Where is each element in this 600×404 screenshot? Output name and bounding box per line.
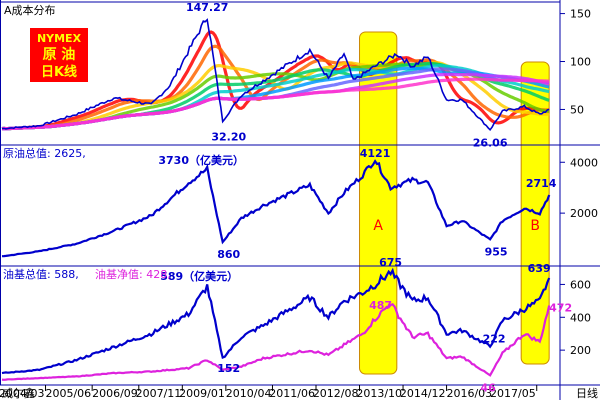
data-label: 860 xyxy=(217,248,240,261)
data-label: 675 xyxy=(379,256,402,269)
fund-net-value-series xyxy=(1,303,551,381)
data-label: 2714 xyxy=(526,177,557,190)
x-tick-label: 2006/09 xyxy=(92,387,138,400)
x-tick-label: 2007/11 xyxy=(136,387,182,400)
panel3-label-total: 油基总值: 588, xyxy=(3,267,79,281)
data-label: 639 xyxy=(528,262,551,275)
y-tick-label: 100 xyxy=(570,56,591,69)
y-axis-ticks: 50 100 150 2000 4000 200 400 600 xyxy=(560,8,598,357)
x-tick-label: 2012/08 xyxy=(313,387,359,400)
cost-band-10 xyxy=(1,77,550,131)
data-label: 589（亿美元） xyxy=(160,269,238,283)
x-tick-label: 2004/03 xyxy=(0,387,45,400)
data-label: 152 xyxy=(217,362,240,375)
data-label: 147.27 xyxy=(186,1,228,14)
x-tick-label: 2011/06 xyxy=(269,387,315,400)
x-tick-label: 2016/03 xyxy=(446,387,492,400)
price-series-line xyxy=(1,18,550,132)
nymex-logo: NYMEX 原 油 日K线 xyxy=(30,28,88,82)
data-label: 955 xyxy=(485,246,508,259)
data-label: 46 xyxy=(480,381,496,394)
x-tick-label: 2014/12 xyxy=(400,387,446,400)
y-tick-label: 150 xyxy=(570,8,591,21)
logo-line-crude: 原 油 xyxy=(43,46,76,63)
data-label: 3730（亿美元） xyxy=(158,153,244,167)
logo-line-nymex: NYMEX xyxy=(37,32,82,45)
logo-line-daily: 日K线 xyxy=(41,64,77,80)
x-tick-label: 2009/01 xyxy=(179,387,225,400)
y-tick-label: 50 xyxy=(570,103,584,116)
crude-total-value-series xyxy=(1,159,551,258)
crude-total-value-line xyxy=(1,159,551,258)
y-tick-label: 2000 xyxy=(570,207,598,220)
data-label: 26.06 xyxy=(473,136,508,149)
footer-period: 日线 xyxy=(576,386,598,400)
y-tick-label: 4000 xyxy=(570,156,598,169)
y-tick-label: 200 xyxy=(570,344,591,357)
x-tick-label: 2010/04 xyxy=(226,387,272,400)
nymex-logo-background xyxy=(30,28,88,82)
annotation-layer: 147.27 32.20 26.06 3730（亿美元） 860 4121 955 2714 5… xyxy=(158,1,572,394)
data-label: 4121 xyxy=(360,147,391,160)
price-line xyxy=(1,18,550,132)
panel3-label-net: 油基净值: 428, xyxy=(95,267,171,281)
fund-total-value-series xyxy=(1,267,551,375)
data-label: 32.20 xyxy=(211,131,246,144)
footer-source: 威尔鑫 xyxy=(2,386,35,400)
data-label: 472 xyxy=(549,301,572,314)
y-tick-label: 400 xyxy=(570,311,591,324)
panel2-label: 原油总值: 2625, xyxy=(3,146,86,160)
highlight-label-a: A xyxy=(373,218,383,234)
data-label: 222 xyxy=(483,333,506,346)
x-tick-label: 2017/05 xyxy=(490,387,536,400)
highlight-label-b: B xyxy=(530,218,540,234)
panel1-title: A成本分布 xyxy=(4,3,56,17)
x-tick-label: 2005/06 xyxy=(45,387,91,400)
fund-value-lines xyxy=(1,267,551,381)
data-label: 487 xyxy=(369,299,392,312)
x-tick-label: 2013/10 xyxy=(356,387,402,400)
y-tick-label: 600 xyxy=(570,278,591,291)
